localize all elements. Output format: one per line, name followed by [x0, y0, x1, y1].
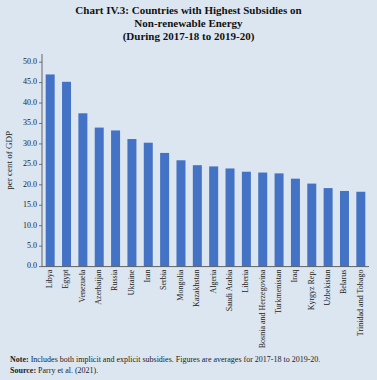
- x-tick-label: Mongolia: [176, 269, 185, 301]
- y-tick-label: 10.0: [23, 221, 37, 230]
- y-tick-label: 5.0: [27, 241, 37, 250]
- bar: [340, 191, 349, 267]
- x-tick-label: Venezuela: [78, 269, 87, 302]
- bars: [46, 74, 366, 266]
- bar: [111, 130, 120, 266]
- bar: [242, 172, 251, 267]
- x-tick-label: Russia: [110, 269, 119, 291]
- bar: [176, 160, 185, 266]
- y-tick-label: 30.0: [23, 139, 37, 148]
- x-tick-label: Kazakhstan: [192, 270, 201, 307]
- bar: [127, 139, 136, 267]
- y-tick: [39, 103, 42, 104]
- bar: [356, 192, 365, 267]
- bar: [275, 173, 284, 266]
- x-tick-label: Azerbaijan: [94, 270, 103, 305]
- notes: Note: Includes both implicit and explici…: [10, 355, 369, 376]
- bar: [258, 173, 267, 267]
- y-tick-label: 15.0: [23, 200, 37, 209]
- x-tick-label: Uzbekistan: [323, 270, 332, 306]
- y-axis: 0.0 5.0 10.0 15.0 20.0 25.0 30.0 35.0 40.0 45.0 50…: [23, 57, 42, 270]
- chart: Chart IV.3: Countries with Highest Subsi…: [0, 0, 377, 380]
- bar: [209, 166, 218, 266]
- x-tick-label: Kyrgyz Rep.: [307, 270, 316, 311]
- bar: [95, 128, 104, 267]
- x-tick-label: Libya: [45, 269, 54, 288]
- x-tick-label: Serbia: [159, 269, 168, 290]
- annotation: Note: Includes both implicit and explici…: [10, 355, 369, 365]
- y-tick-label: 25.0: [23, 159, 37, 168]
- y-tick-label: 40.0: [23, 98, 37, 107]
- x-tick-label: Trinidad and Tobago: [356, 270, 365, 337]
- bar: [46, 74, 55, 266]
- bar: [62, 82, 71, 267]
- x-tick-label: Belarus: [339, 270, 348, 294]
- y-tick: [39, 123, 42, 124]
- x-tick-label: Egypt: [61, 269, 70, 289]
- y-tick: [39, 184, 42, 185]
- x-tick-label: Liberia: [241, 269, 250, 293]
- x-axis-line: [42, 266, 369, 267]
- y-tick-label: 20.0: [23, 180, 37, 189]
- y-tick-label: 50.0: [23, 57, 37, 66]
- y-tick: [39, 266, 42, 267]
- bar: [160, 153, 169, 267]
- y-tick: [39, 225, 42, 226]
- y-tick: [39, 164, 42, 165]
- annotation: Source: Parry et al. (2021).: [10, 366, 369, 376]
- bar: [324, 188, 333, 266]
- y-tick-label: 35.0: [23, 118, 37, 127]
- x-tick-label: Ukraine: [127, 269, 136, 295]
- y-tick: [39, 143, 42, 144]
- y-axis-label: per cent of GDP: [4, 131, 14, 190]
- bar: [144, 143, 153, 267]
- bar: [193, 165, 202, 266]
- bar: [307, 184, 316, 267]
- bar: [226, 168, 235, 266]
- y-axis-line: [42, 54, 43, 267]
- x-tick-label: Bosnia and Herzegovina: [258, 269, 267, 348]
- y-tick-label: 45.0: [23, 77, 37, 86]
- x-tick-label: Turkmenistan: [274, 270, 283, 314]
- y-tick-label: 0.0: [27, 261, 37, 270]
- x-tick-label: Iraq: [290, 270, 299, 283]
- y-tick: [39, 82, 42, 83]
- x-tick-label: Algeria: [209, 269, 218, 293]
- x-tick-label: Iran: [143, 270, 152, 283]
- bar: [78, 113, 87, 266]
- bar: [291, 179, 300, 267]
- y-tick: [39, 246, 42, 247]
- x-tick-label: Saudi Arabia: [225, 269, 234, 311]
- y-tick: [39, 205, 42, 206]
- title: Chart IV.3: Countries with Highest Subsi…: [75, 4, 301, 43]
- y-tick: [39, 62, 42, 63]
